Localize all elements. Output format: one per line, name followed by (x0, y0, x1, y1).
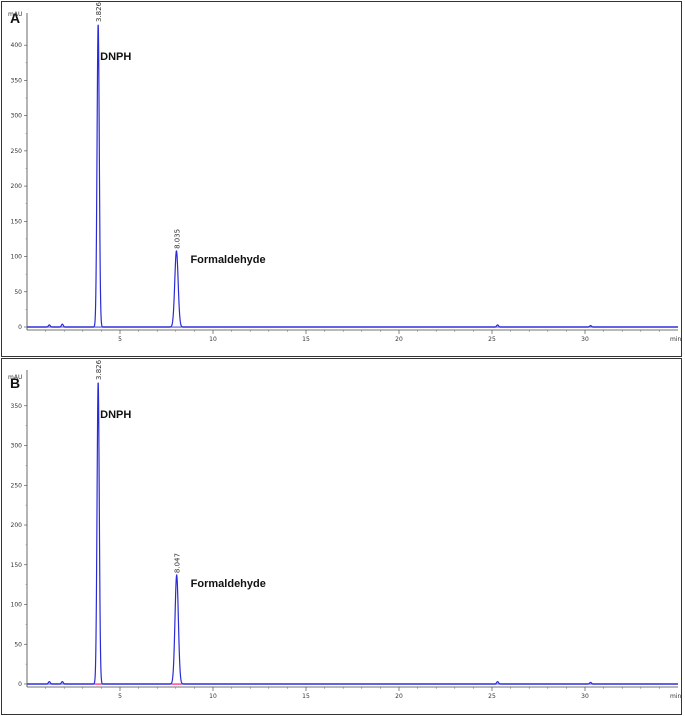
panel-a-y-tick-label: 0 (18, 324, 22, 331)
panel-a-x-tick-label: 15 (302, 336, 310, 343)
panel-a-dnph-retention-time: 3.826 (95, 1, 103, 22)
panel-b-x-tick-label: 25 (488, 693, 496, 700)
panel-b-y-tick-label: 350 (11, 403, 23, 410)
panel-b-formaldehyde-label: Formaldehyde (191, 578, 266, 590)
panel-a-formaldehyde-retention-time: 8.035 (173, 229, 181, 249)
panel-a-y-tick-label: 50 (14, 289, 22, 296)
panel-b-dnph-label: DNPH (100, 409, 131, 421)
panel-a-y-tick-label: 300 (11, 113, 23, 120)
panel-b-dnph-retention-time: 3.826 (95, 359, 103, 380)
panel-a-letter: A (10, 10, 20, 26)
panel-a-y-tick-label: 150 (11, 218, 23, 225)
panel-a-y-tick-label: 100 (11, 254, 23, 261)
panel-a-y-tick-label: 350 (11, 77, 23, 84)
panel-b-x-tick-label: 30 (581, 693, 589, 700)
panel-b-y-tick-label: 200 (11, 522, 23, 529)
panel-b-x-tick-label: 20 (395, 693, 403, 700)
panel-b-trace (27, 382, 678, 685)
panel-a-frame (1, 1, 682, 357)
panel-a-x-tick-label: 10 (209, 336, 217, 343)
panel-b-x-tick-label: 10 (209, 693, 217, 700)
panel-a-dnph-label: DNPH (100, 51, 131, 63)
panel-a-x-tick-label: 20 (395, 336, 403, 343)
panel-a-y-tick-label: 250 (11, 148, 23, 155)
panel-b-letter: B (10, 375, 20, 391)
panel-b-y-tick-label: 50 (14, 641, 22, 648)
panel-a-ylabel: mAU (8, 11, 22, 18)
panel-a-y-tick-label: 200 (11, 183, 23, 190)
panel-b-y-tick-label: 250 (11, 482, 23, 489)
panel-b-x-tick-label: 5 (118, 693, 122, 700)
panel-a-y-tick-label: 400 (11, 42, 23, 49)
panel-b-y-tick-label: 100 (11, 602, 23, 609)
panel-a-x-tick-label: 5 (118, 336, 122, 343)
panel-b-xlabel: min (670, 693, 682, 700)
panel-b-x-tick-label: 15 (302, 693, 310, 700)
panel-b-ylabel: mAU (8, 374, 22, 381)
panel-a-x-tick-label: 25 (488, 336, 496, 343)
panel-a-formaldehyde-label: Formaldehyde (190, 254, 265, 266)
panel-b-frame (1, 358, 682, 715)
panel-a-trace (27, 24, 678, 328)
panel-a-x-tick-label: 30 (581, 336, 589, 343)
panel-a-xlabel: min (670, 336, 682, 343)
panel-b-y-tick-label: 300 (11, 443, 23, 450)
panel-b-formaldehyde-retention-time: 8.047 (174, 553, 182, 573)
panel-b-y-tick-label: 150 (11, 562, 23, 569)
panel-b-y-tick-label: 0 (18, 681, 22, 688)
